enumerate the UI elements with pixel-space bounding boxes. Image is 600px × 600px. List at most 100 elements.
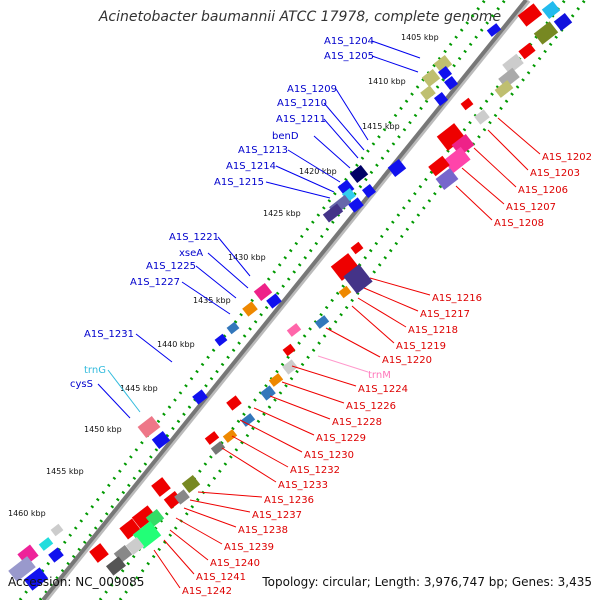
gene-feature: [50, 523, 64, 537]
gene-label: A1S_1241: [196, 572, 246, 583]
gene-label: A1S_1218: [408, 325, 458, 336]
gene-features: [8, 0, 573, 591]
leader-line: [291, 365, 357, 387]
gene-feature: [314, 315, 330, 329]
leader-line: [265, 181, 331, 199]
gene-label: A1S_1229: [316, 433, 366, 444]
leader-line: [197, 491, 263, 498]
leader-line: [217, 236, 251, 277]
leader-line: [221, 447, 277, 483]
gene-feature: [226, 395, 242, 411]
leader-line: [269, 395, 331, 420]
gene-label: A1S_1230: [304, 450, 354, 461]
track-line: [18, 0, 487, 600]
kbp-tick-label: 1425 kbp: [263, 209, 301, 218]
gene-feature: [125, 536, 145, 556]
gene-feature: [131, 505, 157, 529]
leader-line: [313, 135, 351, 169]
gene-label: A1S_1219: [396, 341, 446, 352]
map-title: Acinetobacter baumannii ATCC 17978, comp…: [98, 9, 502, 25]
gene-label: A1S_1226: [346, 401, 396, 412]
gene-label: A1S_1233: [278, 480, 328, 491]
gene-feature: [181, 474, 201, 494]
leader-line: [163, 539, 195, 575]
leader-line: [239, 419, 303, 453]
kbp-tick-label: 1430 kbp: [228, 253, 266, 262]
gene-feature: [266, 293, 282, 309]
gene-feature: [435, 167, 459, 191]
gene-feature: [443, 146, 471, 174]
kbp-tick-label: 1405 kbp: [401, 33, 439, 42]
kbp-tick-label: 1410 kbp: [368, 77, 406, 86]
gene-label: A1S_1239: [224, 542, 274, 553]
leader-line: [317, 355, 369, 373]
leader-line: [497, 117, 541, 155]
leader-line: [253, 407, 315, 436]
gene-feature: [350, 241, 364, 255]
kbp-tick-label: 1435 kbp: [193, 296, 231, 305]
leader-line: [189, 499, 251, 513]
accession-text: Accession: NC_009085: [8, 575, 145, 589]
leader-line: [195, 265, 237, 299]
kbp-tick-label: 1455 kbp: [46, 467, 84, 476]
gene-feature: [253, 282, 273, 302]
gene-label: A1S_1225: [146, 261, 196, 272]
gene-label: A1S_1217: [420, 309, 470, 320]
gene-feature: [517, 3, 543, 27]
gene-feature: [174, 489, 190, 505]
gene-label: A1S_1224: [358, 384, 408, 395]
leader-line: [183, 507, 237, 528]
leader-line: [97, 383, 131, 419]
kbp-ticks: 1405 kbp 1410 kbp 1415 kbp 1420 kbp 1425 kbp…: [8, 33, 439, 518]
gene-feature: [260, 385, 276, 401]
leader-line: [351, 305, 395, 344]
gene-label: A1S_1205: [324, 51, 374, 62]
kbp-tick-label: 1415 kbp: [362, 122, 400, 131]
track-line: [118, 0, 587, 600]
gene-feature: [119, 518, 141, 540]
gene-feature: [541, 0, 561, 20]
leader-line: [363, 287, 419, 312]
gene-feature: [204, 431, 220, 445]
gene-label: A1S_1237: [252, 510, 302, 521]
leader-line: [181, 281, 231, 315]
leader-line: [153, 549, 181, 589]
gene-label: A1S_1203: [530, 168, 580, 179]
gene-feature: [222, 429, 238, 443]
leader-line: [207, 252, 249, 289]
leader-line: [175, 517, 223, 545]
gene-feature: [106, 556, 126, 576]
leader-line: [371, 40, 421, 59]
leader-line: [371, 55, 419, 73]
gene-label: A1S_1238: [238, 525, 288, 536]
gene-feature: [460, 97, 474, 111]
gene-feature: [282, 359, 298, 375]
leader-line: [369, 277, 431, 296]
topology-text: Topology: circular; Length: 3,976,747 bp…: [262, 575, 592, 589]
gene-label: A1S_1210: [277, 98, 327, 109]
leader-line: [107, 369, 141, 413]
gene-feature: [436, 123, 466, 151]
gene-feature: [8, 556, 36, 582]
gene-label: A1S_1208: [494, 218, 544, 229]
gene-feature: [338, 285, 352, 299]
gene-feature: [48, 547, 64, 563]
gene-feature: [494, 80, 514, 98]
gene-label: trnM: [368, 370, 391, 381]
gene-label: A1S_1227: [130, 277, 180, 288]
gene-feature: [214, 333, 228, 347]
gene-label: A1S_1231: [84, 329, 134, 340]
gene-feature: [349, 164, 369, 184]
gene-label: trnG: [84, 365, 106, 376]
gene-feature: [282, 343, 296, 357]
gene-feature: [343, 264, 373, 294]
leader-line: [323, 118, 359, 159]
leader-line: [455, 185, 493, 221]
leader-line: [487, 129, 529, 171]
gene-feature: [151, 430, 171, 450]
gene-label: benD: [272, 131, 299, 142]
gene-feature: [210, 441, 226, 455]
leader-line: [281, 381, 345, 404]
